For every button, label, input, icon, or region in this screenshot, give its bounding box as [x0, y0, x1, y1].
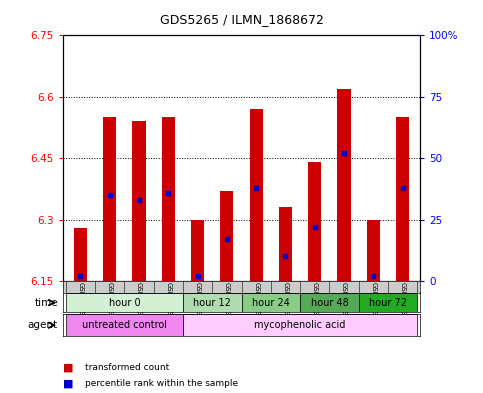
Bar	[183, 314, 417, 336]
Text: GSM1133722: GSM1133722	[77, 281, 84, 329]
Text: GSM1133723: GSM1133723	[107, 281, 113, 329]
Text: mycophenolic acid: mycophenolic acid	[255, 320, 346, 330]
Text: GDS5265 / ILMN_1868672: GDS5265 / ILMN_1868672	[159, 13, 324, 26]
Text: GSM1133727: GSM1133727	[224, 281, 230, 329]
Bar	[183, 293, 242, 312]
Bar	[396, 117, 409, 281]
Bar	[359, 293, 417, 312]
Bar	[191, 220, 204, 281]
Text: agent: agent	[28, 320, 58, 330]
Bar	[308, 162, 321, 281]
Text: GSM1133732: GSM1133732	[370, 281, 376, 329]
Bar	[66, 314, 183, 336]
Bar	[74, 228, 87, 281]
Text: GSM1133730: GSM1133730	[312, 281, 318, 329]
Text: GSM1133731: GSM1133731	[341, 281, 347, 329]
Bar	[300, 293, 359, 312]
Text: GSM1133733: GSM1133733	[399, 281, 406, 329]
Text: hour 0: hour 0	[109, 298, 140, 308]
Bar	[66, 293, 183, 312]
Text: time: time	[34, 298, 58, 308]
Bar	[250, 109, 263, 281]
Text: GSM1133725: GSM1133725	[165, 281, 171, 329]
Text: untreated control: untreated control	[82, 320, 167, 330]
Text: ■: ■	[63, 378, 73, 388]
Bar	[279, 208, 292, 281]
Bar	[132, 121, 145, 281]
Text: ■: ■	[63, 362, 73, 373]
Bar	[162, 117, 175, 281]
Text: hour 72: hour 72	[369, 298, 407, 308]
Text: transformed count: transformed count	[85, 363, 169, 372]
Text: hour 24: hour 24	[252, 298, 290, 308]
Text: hour 12: hour 12	[193, 298, 231, 308]
Text: GSM1133726: GSM1133726	[195, 281, 200, 329]
Bar	[220, 191, 233, 281]
Text: hour 48: hour 48	[311, 298, 348, 308]
Text: GSM1133729: GSM1133729	[283, 281, 288, 329]
Bar	[338, 88, 351, 281]
Bar	[242, 293, 300, 312]
Bar	[367, 220, 380, 281]
Text: GSM1133728: GSM1133728	[253, 281, 259, 329]
Text: GSM1133724: GSM1133724	[136, 281, 142, 329]
Text: percentile rank within the sample: percentile rank within the sample	[85, 379, 238, 387]
Bar	[103, 117, 116, 281]
